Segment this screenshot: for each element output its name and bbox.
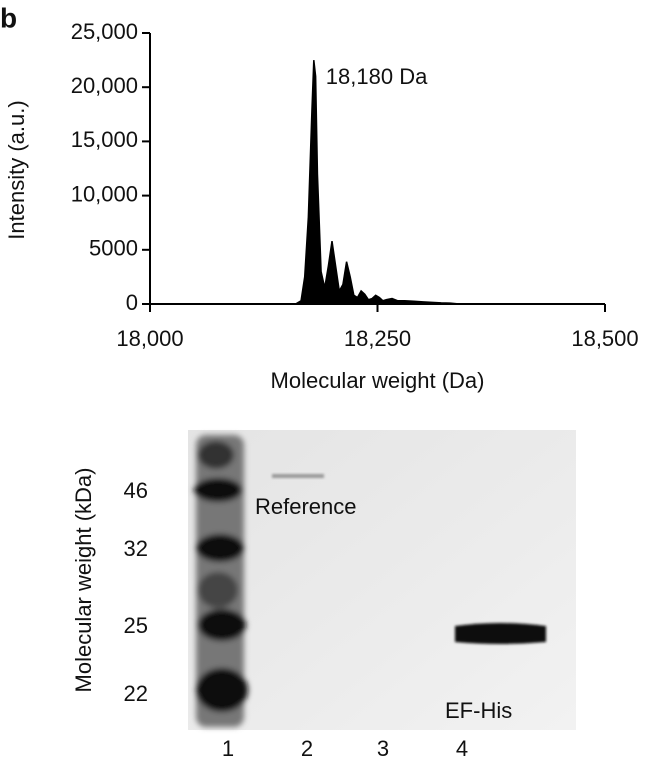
marker-label: 32 (124, 536, 148, 561)
spectrum-chart: 0 5000 10,000 15,000 20,000 25,000 18,000 18,25… (4, 19, 639, 393)
spectrum-area (292, 60, 460, 305)
ef-his-band (455, 623, 546, 644)
marker-label: 46 (124, 478, 148, 503)
x-tick-label: 18,250 (344, 326, 411, 351)
reference-band (272, 474, 324, 478)
lane-label: 1 (222, 736, 234, 761)
lane-label: 4 (456, 736, 468, 761)
x-tick-label: 18,500 (571, 326, 638, 351)
gel-background (188, 430, 576, 730)
marker-label: 25 (124, 613, 148, 638)
peak-annotation: 18,180 Da (326, 64, 428, 89)
y-tick-label: 5000 (89, 236, 138, 261)
y-tick-label: 20,000 (71, 73, 138, 98)
y-tick-label: 10,000 (71, 181, 138, 206)
band-label: Reference (255, 494, 357, 519)
band-label: EF-His (445, 698, 512, 723)
x-tick-label: 18,000 (116, 326, 183, 351)
ladder-lane (194, 435, 248, 727)
y-tick-label: 15,000 (71, 127, 138, 152)
marker-label: 22 (124, 681, 148, 706)
lane-label: 3 (377, 736, 389, 761)
y-tick-label: 0 (126, 290, 138, 315)
y-axis-label: Intensity (a.u.) (4, 100, 29, 239)
panel-label: b (0, 2, 17, 33)
gel-image (188, 430, 576, 730)
y-tick-label: 25,000 (71, 19, 138, 44)
lane-label: 2 (301, 736, 313, 761)
x-axis-label: Molecular weight (Da) (271, 368, 485, 393)
gel-y-label: Molecular weight (kDa) (71, 468, 96, 693)
